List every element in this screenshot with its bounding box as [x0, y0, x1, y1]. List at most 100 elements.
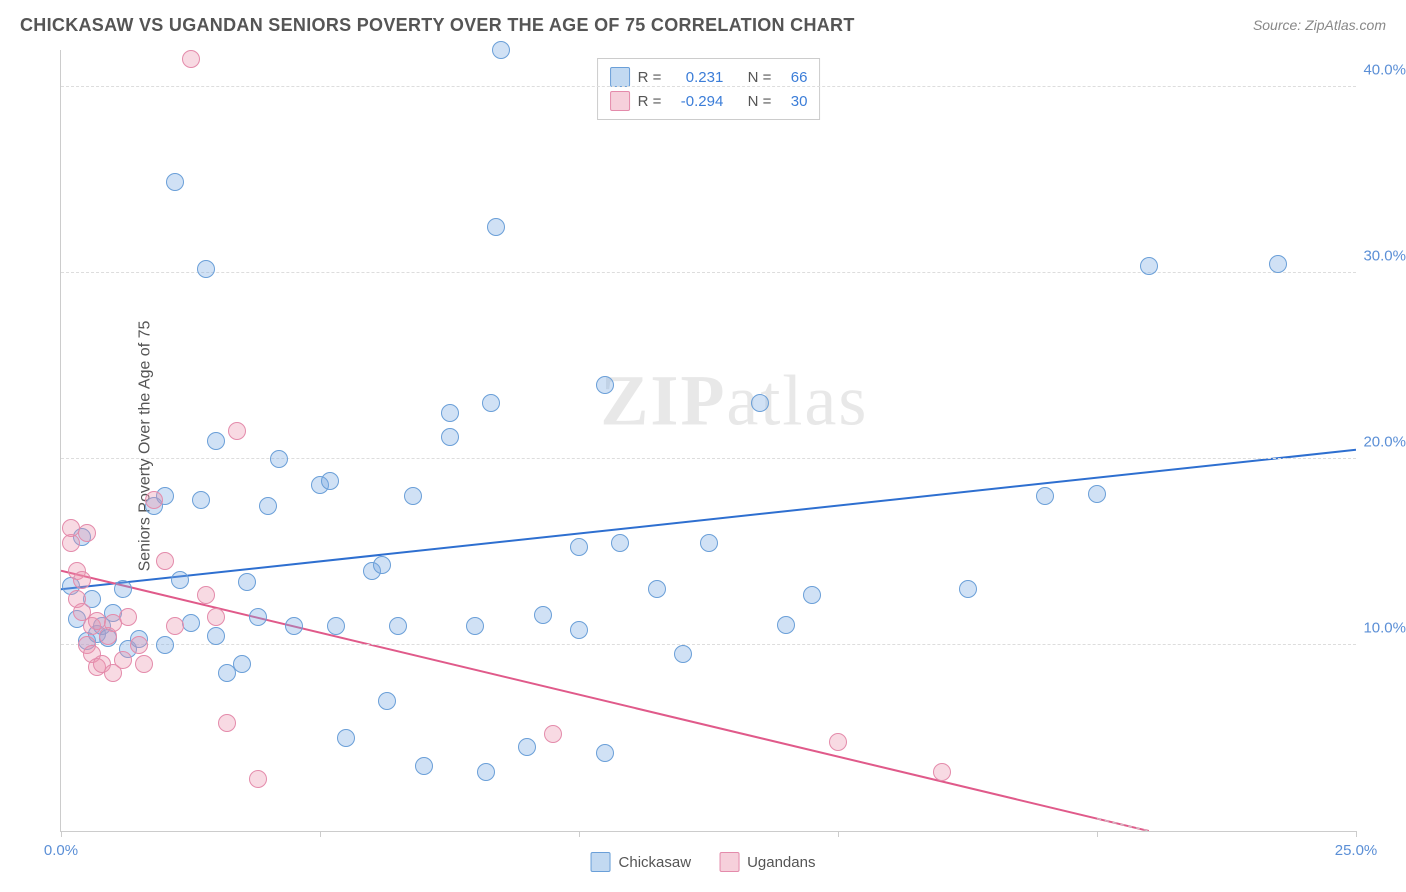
data-point: [114, 580, 132, 598]
data-point: [378, 692, 396, 710]
data-point: [373, 556, 391, 574]
chart-source: Source: ZipAtlas.com: [1253, 17, 1386, 33]
data-point: [238, 573, 256, 591]
x-tick: [320, 831, 321, 837]
data-point: [321, 472, 339, 490]
swatch-pink-icon: [719, 852, 739, 872]
data-point: [285, 617, 303, 635]
data-point: [218, 714, 236, 732]
data-point: [751, 394, 769, 412]
watermark-bold: ZIP: [600, 361, 726, 441]
data-point: [166, 173, 184, 191]
data-point: [207, 432, 225, 450]
legend-item-ugandans: Ugandans: [719, 852, 815, 872]
x-tick: [1097, 831, 1098, 837]
data-point: [803, 586, 821, 604]
r-value-ugandans: -0.294: [669, 93, 723, 110]
data-point: [1036, 487, 1054, 505]
chart-header: CHICKASAW VS UGANDAN SENIORS POVERTY OVE…: [0, 0, 1406, 40]
gridline: [61, 272, 1356, 273]
data-point: [228, 422, 246, 440]
legend-label-chickasaw: Chickasaw: [619, 854, 692, 871]
data-point: [270, 450, 288, 468]
data-point: [415, 757, 433, 775]
x-tick: [1356, 831, 1357, 837]
swatch-blue-icon: [610, 67, 630, 87]
data-point: [518, 738, 536, 756]
x-tick: [61, 831, 62, 837]
data-point: [207, 608, 225, 626]
data-point: [119, 608, 137, 626]
data-point: [570, 621, 588, 639]
data-point: [777, 616, 795, 634]
data-point: [1269, 255, 1287, 273]
swatch-pink-icon: [610, 91, 630, 111]
data-point: [197, 586, 215, 604]
r-label: R =: [638, 69, 662, 86]
n-label: N =: [748, 69, 772, 86]
y-tick-label: 20.0%: [1358, 434, 1406, 451]
swatch-blue-icon: [591, 852, 611, 872]
watermark: ZIPatlas: [600, 360, 868, 443]
data-point: [249, 608, 267, 626]
watermark-light: atlas: [726, 361, 868, 441]
x-tick-label: 25.0%: [1335, 842, 1378, 859]
data-point: [259, 497, 277, 515]
data-point: [441, 404, 459, 422]
x-tick: [579, 831, 580, 837]
data-point: [959, 580, 977, 598]
y-tick-label: 30.0%: [1358, 248, 1406, 265]
correlation-legend: R = 0.231 N = 66 R = -0.294 N = 30: [597, 58, 821, 120]
data-point: [404, 487, 422, 505]
data-point: [674, 645, 692, 663]
data-point: [477, 763, 495, 781]
legend-label-ugandans: Ugandans: [747, 854, 815, 871]
gridline: [61, 86, 1356, 87]
data-point: [233, 655, 251, 673]
chart-title: CHICKASAW VS UGANDAN SENIORS POVERTY OVE…: [20, 15, 855, 36]
data-point: [73, 571, 91, 589]
data-point: [700, 534, 718, 552]
data-point: [171, 571, 189, 589]
gridline: [61, 458, 1356, 459]
data-point: [1140, 257, 1158, 275]
data-point: [114, 651, 132, 669]
data-point: [192, 491, 210, 509]
data-point: [156, 636, 174, 654]
n-value-chickasaw: 66: [779, 69, 807, 86]
data-point: [570, 538, 588, 556]
trend-lines: [61, 50, 1356, 831]
y-tick-label: 10.0%: [1358, 620, 1406, 637]
data-point: [182, 50, 200, 68]
data-point: [130, 636, 148, 654]
x-tick-label: 0.0%: [44, 842, 78, 859]
data-point: [145, 491, 163, 509]
n-label: N =: [748, 93, 772, 110]
series-legend: Chickasaw Ugandans: [591, 852, 816, 872]
data-point: [596, 744, 614, 762]
data-point: [648, 580, 666, 598]
data-point: [487, 218, 505, 236]
r-value-chickasaw: 0.231: [669, 69, 723, 86]
legend-row-ugandans: R = -0.294 N = 30: [610, 89, 808, 113]
y-tick-label: 40.0%: [1358, 62, 1406, 79]
gridline: [61, 644, 1356, 645]
data-point: [492, 41, 510, 59]
n-value-ugandans: 30: [779, 93, 807, 110]
data-point: [135, 655, 153, 673]
legend-item-chickasaw: Chickasaw: [591, 852, 692, 872]
data-point: [389, 617, 407, 635]
data-point: [596, 376, 614, 394]
data-point: [1088, 485, 1106, 503]
data-point: [327, 617, 345, 635]
chart-plot-area: ZIPatlas R = 0.231 N = 66 R = -0.294 N =…: [60, 50, 1356, 832]
data-point: [249, 770, 267, 788]
data-point: [933, 763, 951, 781]
x-tick: [838, 831, 839, 837]
data-point: [482, 394, 500, 412]
data-point: [197, 260, 215, 278]
r-label: R =: [638, 93, 662, 110]
data-point: [829, 733, 847, 751]
data-point: [466, 617, 484, 635]
data-point: [337, 729, 355, 747]
